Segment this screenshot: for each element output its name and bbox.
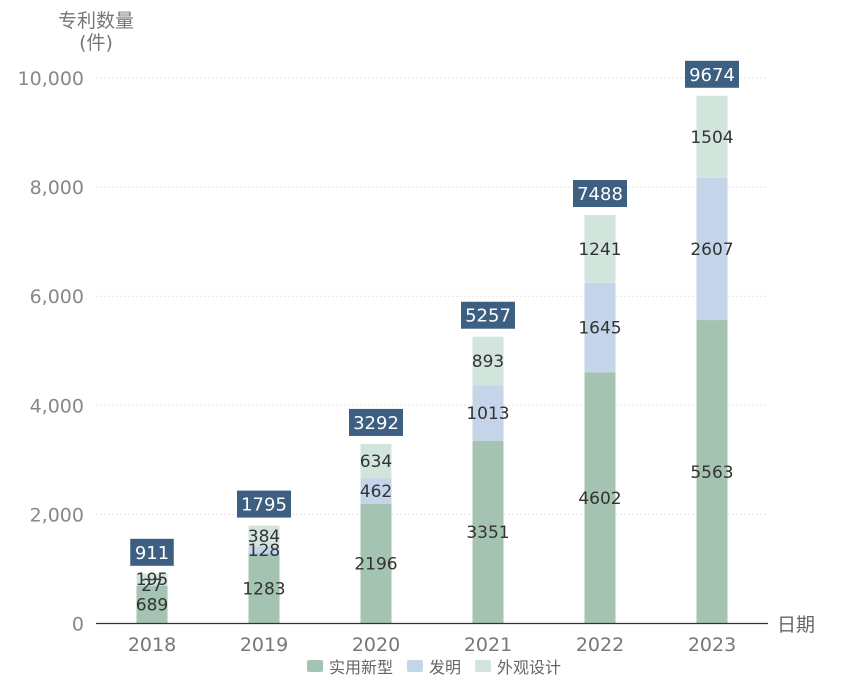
x-tick-label: 2021 (464, 634, 512, 656)
value-label-design: 1504 (690, 128, 733, 148)
x-tick-label: 2022 (576, 634, 624, 656)
y-tick-label: 8,000 (30, 177, 84, 199)
value-label-design: 195 (136, 570, 168, 590)
bar-segment-invention (696, 177, 728, 321)
bar-segment-design (136, 573, 168, 585)
legend-swatch-invention (406, 660, 423, 672)
value-label-invention: 27 (141, 576, 163, 596)
bar-segment-design (248, 525, 280, 547)
value-label-design: 1241 (578, 240, 621, 260)
bar-segment-invention (584, 282, 616, 373)
legend-label-design: 外观设计 (497, 658, 562, 677)
total-label: 911 (135, 543, 169, 564)
legend-label-utility-model: 实用新型 (328, 658, 393, 677)
value-label-design: 384 (248, 527, 280, 547)
y-tick-label: 0 (72, 614, 84, 636)
y-axis-title: 专利数量 (件) (36, 10, 156, 54)
legend-swatch-utility-model (306, 660, 323, 672)
total-label-box (685, 60, 739, 88)
x-tick-label: 2018 (128, 634, 176, 656)
value-label-utility-model: 2196 (354, 555, 397, 575)
total-label: 5257 (465, 306, 511, 327)
x-tick-label: 2020 (352, 634, 400, 656)
total-label: 3292 (353, 413, 399, 434)
legend-item-design[interactable]: 外观设计 (475, 654, 561, 678)
value-label-design: 893 (472, 352, 504, 372)
value-label-utility-model: 1283 (242, 580, 285, 600)
value-label-invention: 1013 (466, 404, 509, 424)
value-label-utility-model: 4602 (578, 489, 621, 509)
total-label: 1795 (241, 495, 287, 516)
legend-item-invention[interactable]: 发明 (406, 654, 461, 678)
legend-item-utility-model[interactable]: 实用新型 (306, 654, 393, 678)
value-label-utility-model: 5563 (690, 463, 733, 483)
total-label: 7488 (577, 184, 623, 205)
total-label: 9674 (689, 65, 735, 86)
y-tick-label: 2,000 (30, 504, 84, 526)
y-tick-label: 4,000 (30, 395, 84, 417)
bar-segment-utility-model (248, 553, 280, 624)
total-label-box (237, 490, 291, 518)
value-label-invention: 2607 (690, 240, 733, 260)
bar-segment-utility-model (136, 585, 168, 624)
bar-segment-design (472, 336, 504, 386)
bar-segment-design (696, 95, 728, 178)
legend: 实用新型 发明 外观设计 (0, 654, 868, 678)
bar-segment-utility-model (360, 503, 392, 624)
total-label-box (349, 408, 403, 436)
x-axis-title: 日期 (777, 614, 816, 636)
bar-segment-utility-model (584, 372, 616, 624)
value-label-utility-model: 3351 (466, 523, 509, 543)
total-label-box (130, 538, 174, 566)
total-label-box (461, 301, 515, 329)
value-label-invention: 128 (248, 541, 280, 561)
value-label-design: 634 (360, 452, 392, 472)
x-tick-label: 2019 (240, 634, 288, 656)
y-axis-title-line2: (件) (79, 32, 113, 54)
bar-segment-invention (136, 584, 168, 586)
legend-label-invention: 发明 (428, 658, 461, 677)
total-label-box (573, 180, 627, 208)
y-tick-label: 6,000 (30, 286, 84, 308)
bar-segment-invention (360, 478, 392, 504)
bar-segment-utility-model (472, 440, 504, 624)
bar-segment-design (360, 443, 392, 479)
y-tick-label: 10,000 (18, 68, 84, 90)
legend-swatch-design (475, 660, 491, 672)
bar-segment-invention (472, 385, 504, 441)
x-tick-label: 2023 (688, 634, 736, 656)
bar-segment-utility-model (696, 320, 728, 624)
bar-segment-invention (248, 546, 280, 554)
value-label-invention: 462 (360, 482, 392, 502)
value-label-invention: 1645 (578, 319, 621, 339)
bar-segment-design (584, 215, 616, 283)
value-label-utility-model: 689 (136, 596, 168, 616)
y-axis-title-line1: 专利数量 (57, 10, 134, 32)
